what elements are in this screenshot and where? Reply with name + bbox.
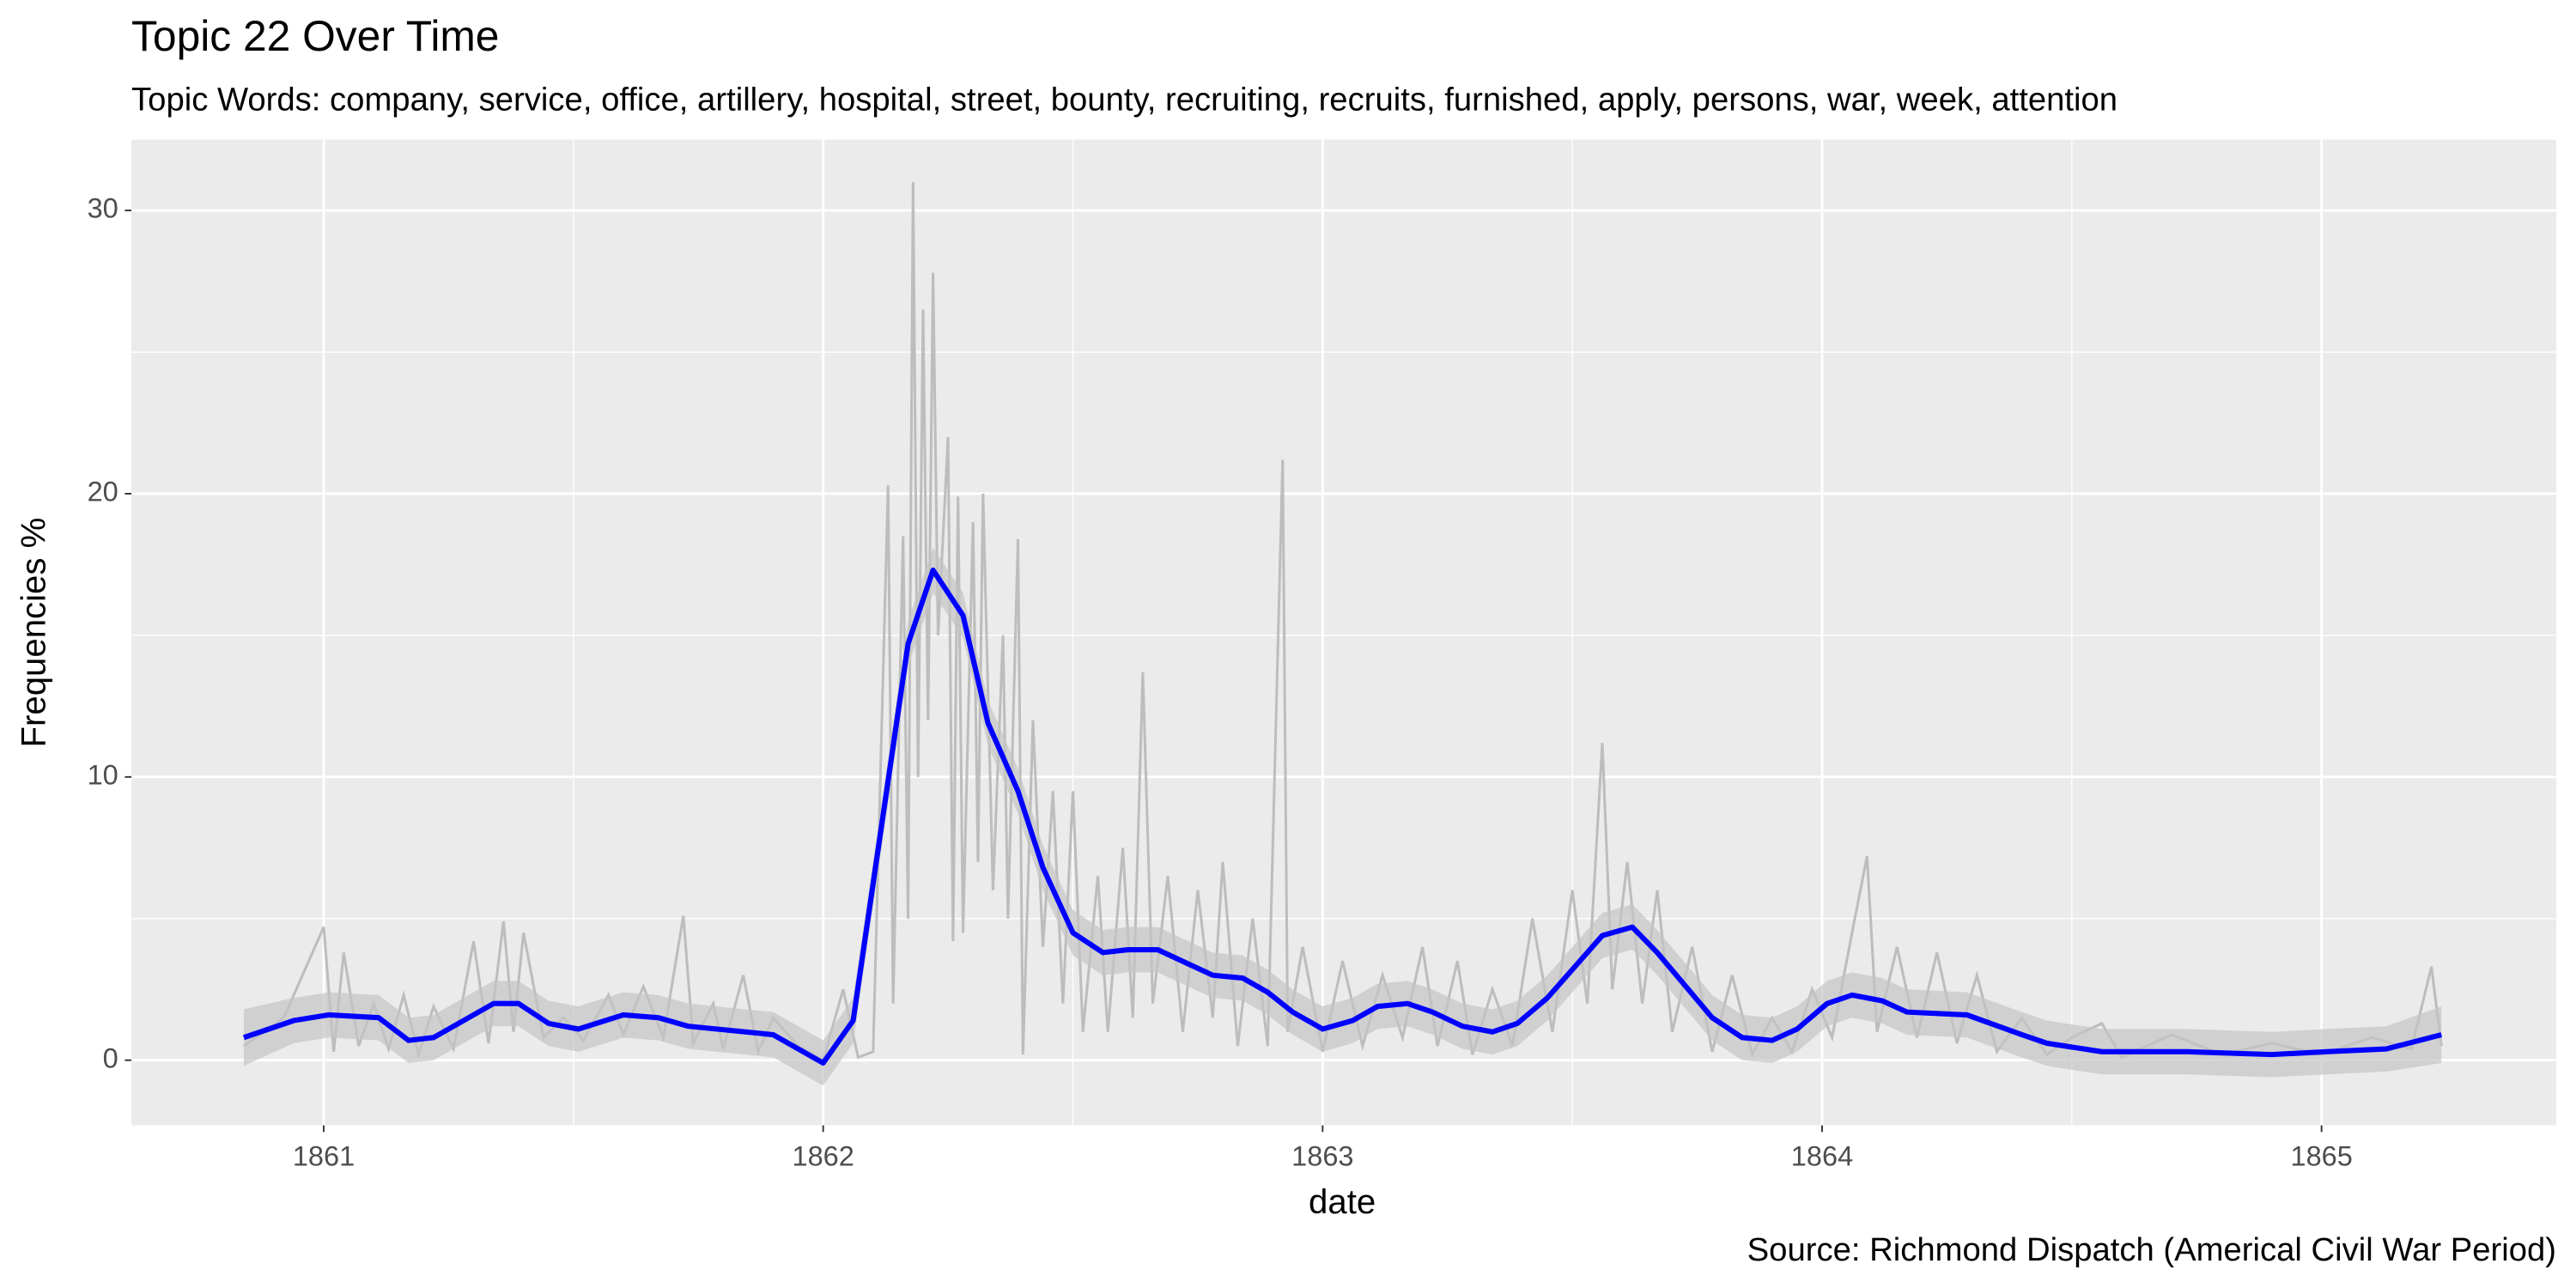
caption: Source: Richmond Dispatch (Americal Civi… [1747, 1231, 2556, 1268]
y-tick-label: 30 [88, 193, 118, 224]
y-tick-label: 0 [103, 1042, 118, 1073]
x-tick-label: 1862 [792, 1140, 854, 1171]
x-tick-label: 1864 [1791, 1140, 1853, 1171]
x-tick-label: 1861 [293, 1140, 355, 1171]
plot-background [131, 139, 2557, 1126]
chart-title: Topic 22 Over Time [131, 12, 499, 60]
x-tick-label: 1865 [2290, 1140, 2352, 1171]
y-tick-label: 20 [88, 477, 118, 507]
y-axis-title: Frequencies % [15, 518, 53, 748]
y-tick-label: 10 [88, 759, 118, 790]
confidence-band [243, 547, 2442, 1086]
x-axis-title: date [1309, 1182, 1376, 1221]
smooth-line [242, 567, 2443, 1066]
x-tick-label: 1863 [1291, 1140, 1353, 1171]
chart-subtitle: Topic Words: company, service, office, a… [131, 82, 2117, 118]
